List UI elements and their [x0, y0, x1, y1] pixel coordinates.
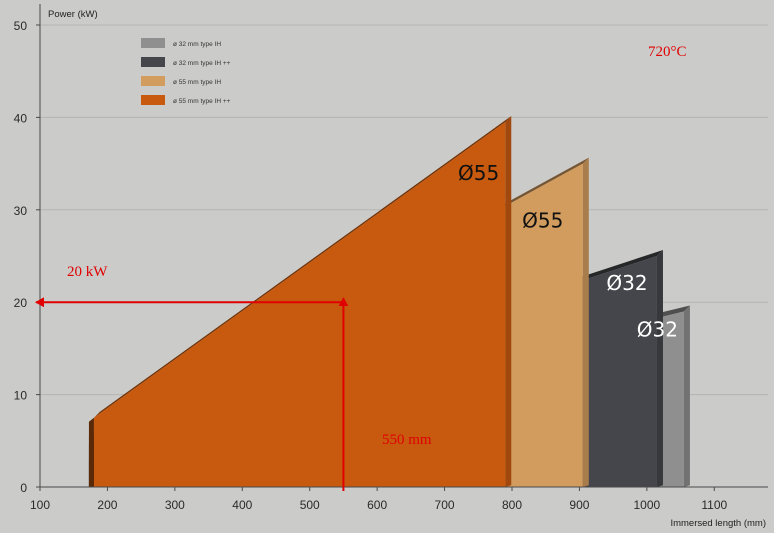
axis-ticks: 100 200 300 400 500 600 700 800 900 1000 1100 0 10 20… [14, 19, 728, 512]
x-tick-label-1100: 1100 [701, 498, 727, 512]
legend-swatch-1 [141, 38, 165, 48]
reference-lines [35, 297, 349, 491]
slab-side-4 [505, 116, 512, 488]
x-tick-label-1000: 1000 [634, 498, 661, 512]
slab-label-3: Ø32 [606, 271, 647, 295]
y-tick-label-50: 50 [14, 19, 28, 33]
x-tick-label-600: 600 [367, 498, 387, 512]
y-tick-label-0: 0 [20, 481, 27, 495]
legend-label-3: ø 55 mm type IH [173, 79, 221, 86]
y-tick-label-20: 20 [14, 296, 28, 310]
power-annotation: 20 kW [67, 264, 108, 280]
y-tick-label-10: 10 [14, 389, 28, 403]
x-tick-label-100: 100 [30, 498, 50, 512]
x-tick-label-500: 500 [300, 498, 320, 512]
x-tick-label-200: 200 [97, 498, 117, 512]
length-annotation: 550 mm [382, 432, 432, 448]
x-tick-label-900: 900 [569, 498, 589, 512]
y-tick-label-30: 30 [14, 204, 28, 218]
legend-swatch-4 [141, 95, 165, 105]
slab-left-edge-4 [88, 417, 94, 487]
slab-label-2: Ø55 [522, 208, 563, 232]
data-slabs [88, 116, 690, 488]
temperature-annotation: 720°C [648, 44, 687, 60]
legend: ø 32 mm type IH ø 32 mm type IH ++ ø 55 mm… [141, 38, 231, 105]
x-tick-label-800: 800 [502, 498, 522, 512]
slab-label-4: Ø32 [637, 317, 678, 341]
slab-labels: Ø55 Ø55 Ø32 Ø32 [458, 161, 678, 341]
slab-side-3 [582, 157, 589, 487]
x-tick-label-300: 300 [165, 498, 185, 512]
x-axis-title: Immersed length (mm) [670, 518, 766, 529]
legend-label-4: ø 55 mm type IH ++ [173, 98, 231, 105]
slab-face-4 [93, 122, 506, 488]
slab-side-1 [683, 305, 690, 487]
x-tick-label-700: 700 [435, 498, 455, 512]
slab-label-1: Ø55 [458, 161, 499, 185]
slab-4 [88, 116, 512, 488]
y-tick-label-40: 40 [14, 111, 28, 125]
slab-top-edge-4 [93, 116, 512, 418]
y-axis-title: Power (kW) [48, 9, 98, 20]
x-tick-label-400: 400 [232, 498, 252, 512]
slab-side-2 [656, 250, 663, 487]
legend-label-1: ø 32 mm type IH [173, 41, 221, 48]
legend-swatch-2 [141, 57, 165, 67]
legend-swatch-3 [141, 76, 165, 86]
legend-label-2: ø 32 mm type IH ++ [173, 60, 231, 67]
